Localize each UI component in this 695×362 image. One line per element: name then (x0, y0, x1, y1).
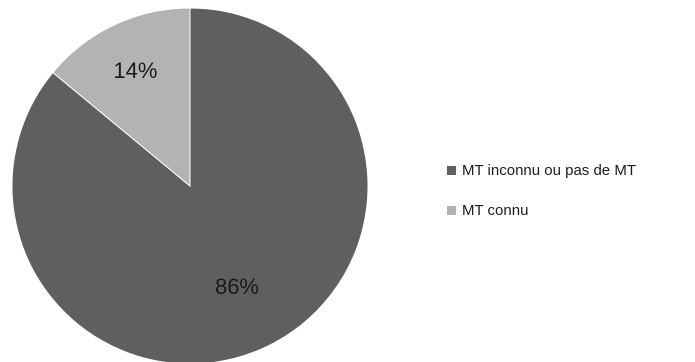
slice-label-mt-connu: 14% (113, 58, 157, 83)
legend-swatch-mt-connu (447, 205, 456, 215)
slice-label-mt-inconnu: 86% (215, 274, 259, 299)
legend-item-mt-connu: MT connu (447, 198, 636, 222)
legend-swatch-mt-inconnu (447, 165, 456, 175)
pie-slice-mt-connu (52, 7, 191, 188)
pie-slice-mt-inconnu (11, 7, 369, 362)
legend-label-mt-connu: MT connu (462, 201, 529, 219)
legend-label-mt-inconnu: MT inconnu ou pas de MT (462, 161, 636, 179)
legend-item-mt-inconnu: MT inconnu ou pas de MT (447, 158, 636, 182)
chart-legend: MT inconnu ou pas de MT MT connu (447, 158, 636, 238)
